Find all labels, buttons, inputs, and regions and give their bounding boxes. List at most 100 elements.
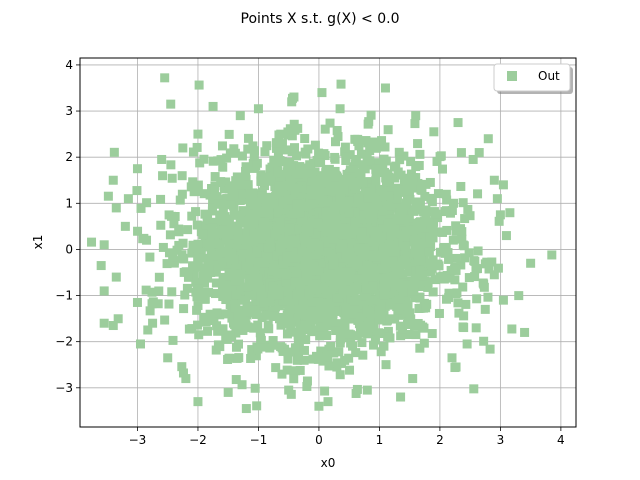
data-point bbox=[311, 183, 321, 193]
data-point bbox=[224, 129, 234, 139]
data-point bbox=[409, 286, 419, 296]
data-point bbox=[454, 308, 464, 318]
data-point bbox=[453, 298, 463, 308]
data-point bbox=[350, 207, 360, 217]
data-point bbox=[392, 194, 402, 204]
data-point bbox=[132, 186, 142, 196]
data-point bbox=[324, 361, 334, 371]
data-point bbox=[274, 249, 284, 259]
data-point bbox=[148, 318, 158, 328]
data-point bbox=[268, 281, 278, 291]
data-point bbox=[364, 117, 374, 127]
data-point bbox=[520, 327, 530, 337]
data-point bbox=[217, 141, 227, 151]
data-point bbox=[408, 173, 418, 183]
data-point bbox=[395, 261, 405, 271]
data-point bbox=[178, 368, 188, 378]
data-point bbox=[471, 264, 481, 274]
data-point bbox=[480, 259, 490, 269]
data-point bbox=[198, 253, 208, 263]
data-point bbox=[255, 268, 265, 278]
data-point bbox=[177, 189, 187, 199]
data-point bbox=[336, 329, 346, 339]
data-point bbox=[154, 286, 164, 296]
data-point bbox=[212, 308, 222, 318]
data-point bbox=[314, 201, 324, 211]
data-point bbox=[113, 314, 123, 324]
data-point bbox=[351, 156, 361, 166]
data-point bbox=[369, 265, 379, 275]
data-point bbox=[429, 127, 439, 137]
data-point bbox=[99, 286, 109, 296]
data-point bbox=[395, 215, 405, 225]
data-point bbox=[547, 250, 557, 260]
data-point bbox=[194, 80, 204, 90]
data-point bbox=[340, 322, 350, 332]
data-point bbox=[396, 392, 406, 402]
data-point bbox=[192, 220, 202, 230]
data-point bbox=[225, 300, 235, 310]
data-point bbox=[243, 220, 253, 230]
data-point bbox=[441, 189, 451, 199]
data-point bbox=[335, 193, 345, 203]
data-point bbox=[289, 374, 299, 384]
data-point bbox=[269, 259, 279, 269]
data-point bbox=[221, 215, 231, 225]
data-point bbox=[186, 182, 196, 192]
data-point bbox=[175, 195, 185, 205]
data-point bbox=[505, 208, 515, 218]
data-point bbox=[237, 151, 247, 161]
data-point bbox=[177, 250, 187, 260]
data-point bbox=[143, 325, 153, 335]
data-point bbox=[396, 210, 406, 220]
data-point bbox=[365, 250, 375, 260]
data-point bbox=[448, 235, 458, 245]
data-point bbox=[368, 281, 378, 291]
data-point bbox=[215, 342, 225, 352]
data-point bbox=[411, 111, 421, 121]
data-point bbox=[274, 314, 284, 324]
data-point bbox=[285, 223, 295, 233]
data-point bbox=[232, 244, 242, 254]
data-point bbox=[241, 166, 251, 176]
data-point bbox=[328, 234, 338, 244]
data-point bbox=[167, 173, 177, 183]
data-point bbox=[348, 341, 358, 351]
data-point bbox=[379, 341, 389, 351]
data-point bbox=[311, 279, 321, 289]
data-point bbox=[283, 308, 293, 318]
data-point bbox=[369, 340, 379, 350]
data-point bbox=[398, 310, 408, 320]
data-point bbox=[422, 299, 432, 309]
data-point bbox=[451, 226, 461, 236]
data-point bbox=[404, 329, 414, 339]
data-point bbox=[191, 277, 201, 287]
chart-title: Points X s.t. g(X) < 0.0 bbox=[241, 11, 400, 27]
data-point bbox=[299, 345, 309, 355]
data-point bbox=[304, 288, 314, 298]
data-point bbox=[470, 272, 480, 282]
data-point bbox=[329, 239, 339, 249]
data-point bbox=[263, 243, 273, 253]
data-point bbox=[207, 223, 217, 233]
data-point bbox=[366, 110, 376, 120]
data-point bbox=[459, 311, 469, 321]
data-point bbox=[434, 261, 444, 271]
data-point bbox=[179, 304, 189, 314]
data-point bbox=[421, 179, 431, 189]
data-point bbox=[370, 335, 380, 345]
data-point bbox=[162, 259, 172, 269]
data-point bbox=[187, 324, 197, 334]
data-point bbox=[277, 369, 287, 379]
data-point bbox=[213, 250, 223, 260]
data-point bbox=[251, 351, 261, 361]
data-point bbox=[217, 259, 227, 269]
data-point bbox=[141, 285, 151, 295]
data-point bbox=[351, 295, 361, 305]
data-point bbox=[395, 321, 405, 331]
data-point bbox=[420, 258, 430, 268]
data-point bbox=[224, 242, 234, 252]
data-point bbox=[266, 176, 276, 186]
data-point bbox=[287, 291, 297, 301]
data-point bbox=[181, 267, 191, 277]
